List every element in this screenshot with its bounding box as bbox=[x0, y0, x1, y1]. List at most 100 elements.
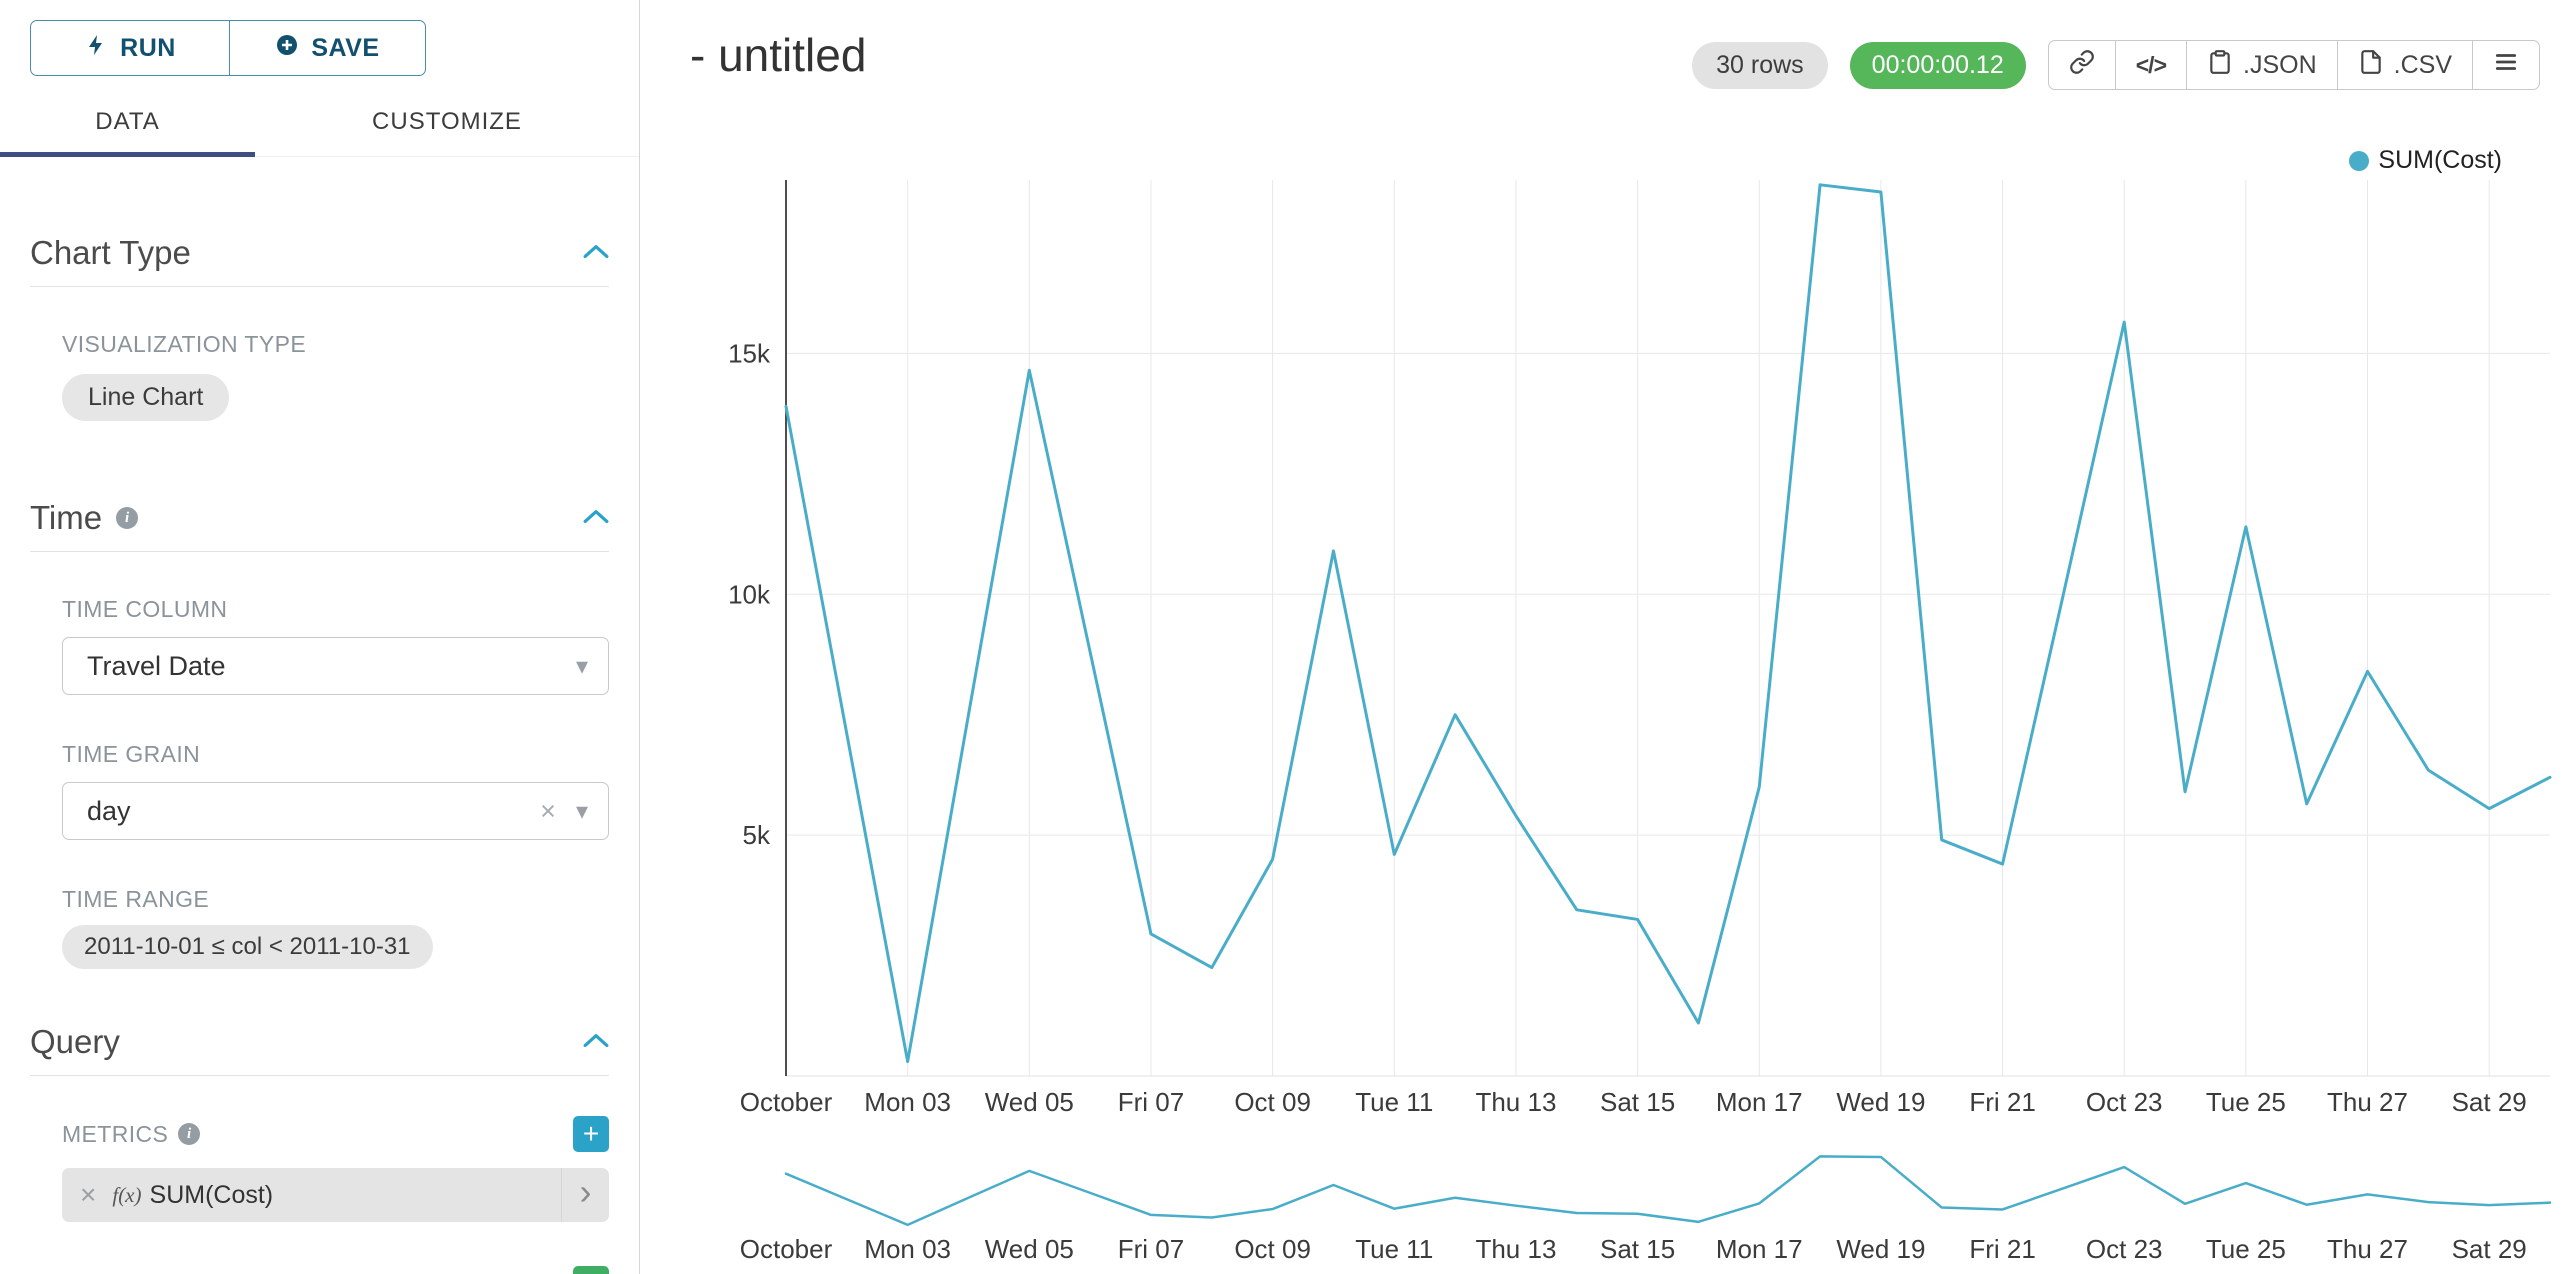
x-tick-label: Mon 03 bbox=[864, 1087, 951, 1117]
section-time-title-text: Time bbox=[30, 499, 103, 536]
main-chart-series-line bbox=[784, 183, 2552, 1064]
chevron-right-icon[interactable]: › bbox=[561, 1168, 609, 1222]
file-icon bbox=[2358, 49, 2384, 82]
export-csv-button[interactable]: .CSV bbox=[2336, 40, 2473, 90]
view-query-button[interactable]: </> bbox=[2114, 40, 2188, 90]
time-range-label: TIME RANGE bbox=[62, 886, 210, 912]
section-query-header[interactable]: Query bbox=[30, 1023, 609, 1076]
add-filter-button[interactable]: + bbox=[573, 1266, 609, 1274]
tab-data[interactable]: DATA bbox=[0, 88, 255, 157]
chart-menu-button[interactable] bbox=[2472, 40, 2540, 90]
caret-down-icon: ▾ bbox=[575, 652, 588, 680]
x-tick-label: Tue 11 bbox=[1355, 1234, 1433, 1264]
chart-title: - untitled bbox=[690, 29, 867, 81]
tab-data-label: DATA bbox=[95, 108, 160, 135]
x-tick-label: Fri 07 bbox=[1118, 1234, 1184, 1264]
x-tick-label: Wed 05 bbox=[985, 1087, 1074, 1117]
time-grain-value: day bbox=[87, 795, 131, 826]
panel-tabs: DATA CUSTOMIZE bbox=[0, 88, 639, 157]
y-tick-label: 10k bbox=[728, 579, 771, 609]
x-tick-label: Fri 21 bbox=[1969, 1087, 2035, 1117]
x-tick-label: Thu 13 bbox=[1475, 1234, 1556, 1264]
x-tick-label: Thu 27 bbox=[2327, 1234, 2408, 1264]
time-grain-label: TIME GRAIN bbox=[62, 741, 201, 767]
x-tick-label: Mon 17 bbox=[1716, 1234, 1803, 1264]
run-save-group: RUN SAVE bbox=[30, 20, 609, 76]
x-tick-label: Sat 15 bbox=[1600, 1234, 1675, 1264]
x-tick-label: Oct 09 bbox=[1234, 1234, 1311, 1264]
section-query-title: Query bbox=[30, 1023, 120, 1060]
x-tick-label: Oct 23 bbox=[2086, 1087, 2163, 1117]
metrics-label: METRICS i bbox=[62, 1120, 201, 1148]
time-grain-select[interactable]: day × ▾ bbox=[62, 782, 609, 840]
tab-customize[interactable]: CUSTOMIZE bbox=[255, 88, 639, 156]
line-chart: 5k 10k 15k October Mon 03 Wed 05 Fri 07 Oct 09 T… bbox=[728, 180, 2552, 1264]
x-tick-label: Oct 09 bbox=[1234, 1087, 1311, 1117]
chevron-up-icon bbox=[583, 508, 609, 529]
export-button-group: </> .JSON .CSV bbox=[2047, 40, 2540, 90]
time-column-label: TIME COLUMN bbox=[62, 596, 228, 622]
section-query: Query METRICS i + × f(x) SUM(Cost) › FIL… bbox=[30, 1023, 609, 1274]
section-time: Time i TIME COLUMN Travel Date ▾ TIME GR… bbox=[30, 499, 609, 969]
metrics-row: METRICS i + bbox=[62, 1116, 609, 1152]
time-column-select[interactable]: Travel Date ▾ bbox=[62, 637, 609, 695]
x-tick-label: Sat 15 bbox=[1600, 1087, 1675, 1117]
legend-item[interactable]: SUM(Cost) bbox=[2349, 146, 2502, 175]
link-icon bbox=[2069, 49, 2095, 82]
x-tick-label: Tue 11 bbox=[1355, 1087, 1433, 1117]
x-tick-label: Mon 17 bbox=[1716, 1087, 1803, 1117]
info-icon: i bbox=[178, 1123, 201, 1145]
control-panel: RUN SAVE DATA CUSTOMIZE Chart Type bbox=[0, 0, 640, 1274]
x-tick-label: Tue 25 bbox=[2206, 1234, 2286, 1264]
hamburger-icon bbox=[2493, 49, 2519, 82]
time-range-value[interactable]: 2011-10-01 ≤ col < 2011-10-31 bbox=[62, 925, 433, 969]
chart-area: - untitled 30 rows 00:00:00.12 </> .JSON bbox=[640, 0, 2576, 1274]
viz-type-label: VISUALIZATION TYPE bbox=[62, 331, 307, 357]
metric-item[interactable]: × f(x) SUM(Cost) › bbox=[62, 1168, 609, 1222]
section-time-title: Time i bbox=[30, 499, 139, 537]
x-tick-label: Sat 29 bbox=[2452, 1234, 2527, 1264]
x-tick-label: Oct 23 bbox=[2086, 1234, 2163, 1264]
legend-swatch bbox=[2349, 150, 2370, 171]
mini-chart-brush[interactable]: October Mon 03 Wed 05 Fri 07 Oct 09 Tue 11 Thu… bbox=[740, 1155, 2552, 1264]
x-tick-label: Wed 19 bbox=[1836, 1087, 1925, 1117]
query-duration-badge: 00:00:00.12 bbox=[1849, 41, 2026, 89]
x-tick-label: Fri 21 bbox=[1969, 1234, 2035, 1264]
x-tick-label: Thu 27 bbox=[2327, 1087, 2408, 1117]
x-tick-label: Wed 19 bbox=[1836, 1234, 1925, 1264]
lightning-icon bbox=[84, 33, 108, 64]
row-count-badge: 30 rows bbox=[1692, 41, 1828, 89]
clear-icon[interactable]: × bbox=[540, 795, 556, 826]
plus-circle-icon bbox=[275, 33, 299, 64]
viz-type-value[interactable]: Line Chart bbox=[62, 374, 230, 421]
x-tick-label: Fri 07 bbox=[1118, 1087, 1184, 1117]
mini-chart-brush-series-line bbox=[784, 1155, 2552, 1227]
save-button-label: SAVE bbox=[311, 33, 380, 62]
export-csv-label: .CSV bbox=[2393, 50, 2452, 79]
time-column-value: Travel Date bbox=[87, 650, 226, 681]
x-tick-label: October bbox=[740, 1087, 833, 1117]
section-time-header[interactable]: Time i bbox=[30, 499, 609, 552]
remove-metric-icon[interactable]: × bbox=[80, 1179, 97, 1210]
function-icon: f(x) bbox=[112, 1182, 142, 1207]
section-chart-type-header[interactable]: Chart Type bbox=[30, 234, 609, 287]
run-button[interactable]: RUN bbox=[30, 20, 230, 76]
x-tick-label: Wed 05 bbox=[985, 1234, 1074, 1264]
add-metric-button[interactable]: + bbox=[573, 1116, 609, 1152]
run-button-label: RUN bbox=[120, 33, 176, 62]
metric-name: SUM(Cost) bbox=[149, 1180, 274, 1209]
clipboard-icon bbox=[2207, 49, 2233, 82]
y-tick-label: 5k bbox=[743, 820, 771, 850]
x-tick-label: Sat 29 bbox=[2452, 1087, 2527, 1117]
export-json-button[interactable]: .JSON bbox=[2186, 40, 2338, 90]
main-chart: 5k 10k 15k October Mon 03 Wed 05 Fri 07 Oct 09 T… bbox=[728, 180, 2552, 1117]
code-icon: </> bbox=[2135, 51, 2167, 78]
filters-label: FILTERS bbox=[62, 1271, 158, 1274]
save-button[interactable]: SAVE bbox=[229, 20, 426, 76]
share-link-button[interactable] bbox=[2047, 40, 2116, 90]
y-tick-label: 15k bbox=[728, 338, 771, 368]
section-chart-type: Chart Type VISUALIZATION TYPE Line Chart bbox=[30, 234, 609, 421]
x-tick-label: Tue 25 bbox=[2206, 1087, 2286, 1117]
metrics-label-text: METRICS bbox=[62, 1120, 169, 1147]
